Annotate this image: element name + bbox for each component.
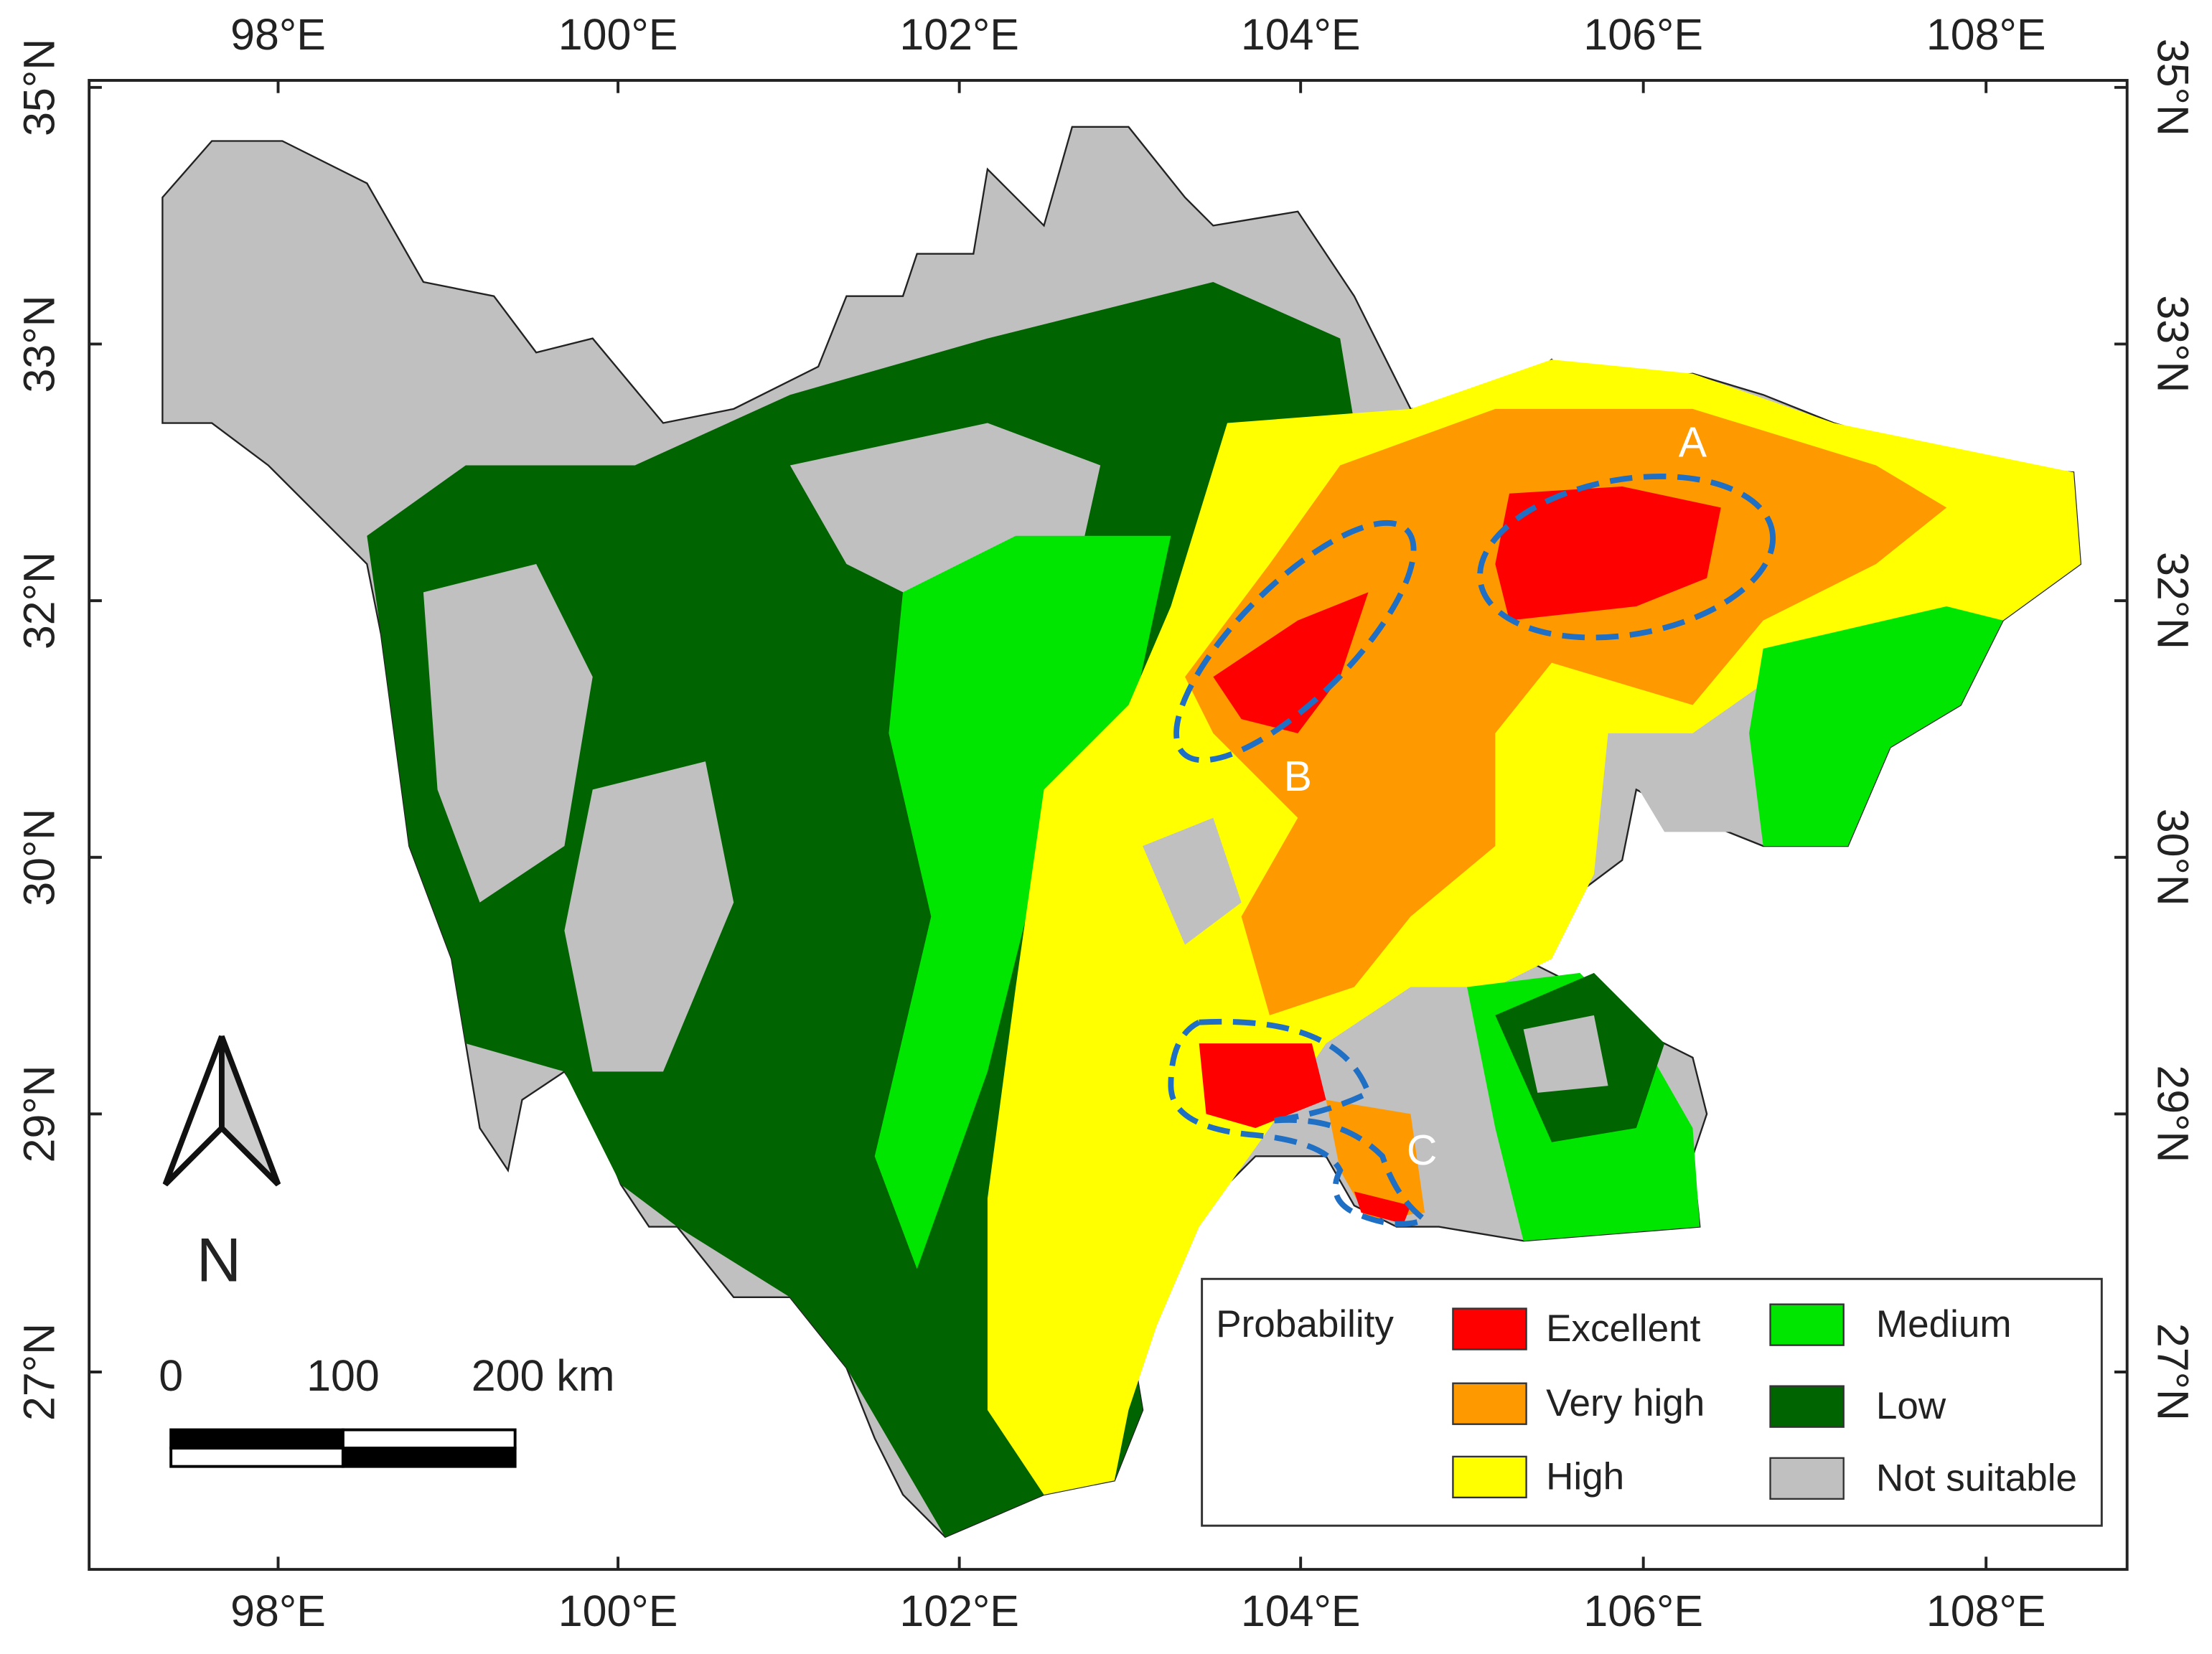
x-tick-label: 102°E: [899, 10, 1019, 59]
y-tick-label: 30°N: [14, 809, 63, 906]
region-excellent: [1354, 1191, 1411, 1224]
x-tick-label: 104°E: [1241, 1587, 1361, 1635]
highlight-areas: [1168, 473, 1776, 1227]
legend-swatch: [1769, 1385, 1845, 1428]
legend-swatch: [1452, 1455, 1527, 1499]
scale-segment: [341, 1447, 517, 1468]
area-label: B: [1284, 753, 1312, 800]
y-tick-label: 33°N: [14, 295, 63, 393]
y-tick-label: 27°N: [14, 1323, 63, 1421]
area-b-outline: [1173, 520, 1417, 763]
north-arrow-right: [218, 1035, 281, 1187]
x-tick-label: 100°E: [558, 10, 678, 59]
legend-label: Excellent: [1546, 1307, 1701, 1350]
region-medium: [874, 535, 1171, 1269]
north-label: N: [197, 1226, 241, 1294]
legend-title: Probability: [1216, 1303, 1394, 1345]
y-tick-label: 32°N: [2149, 552, 2198, 649]
north-arrow: [162, 1035, 281, 1187]
legend-box: [1201, 1277, 2103, 1527]
map-area: [161, 126, 2082, 1538]
scale-segment: [169, 1428, 345, 1450]
x-tick-label: 98°E: [230, 10, 326, 59]
scale-bar: 0 100 200 km: [159, 1351, 615, 1468]
x-tick-label: 106°E: [1583, 10, 1703, 59]
region-excellent: [1495, 486, 1721, 621]
y-tick-label: 27°N: [2149, 1323, 2198, 1421]
legend-label: Very high: [1546, 1382, 1705, 1424]
legend-label: High: [1546, 1455, 1624, 1498]
x-tick-label: 104°E: [1241, 10, 1361, 59]
y-tick-label: 35°N: [2149, 39, 2198, 136]
area-label: C: [1407, 1127, 1438, 1174]
x-tick-label: 106°E: [1583, 1587, 1703, 1635]
y-tick-label: 35°N: [14, 39, 63, 136]
scale-segment: [169, 1447, 345, 1468]
legend-swatch: [1769, 1457, 1845, 1500]
legend-swatch: [1452, 1382, 1527, 1425]
x-tick-label: 108°E: [1926, 1587, 2046, 1635]
scale-label: 0: [159, 1351, 183, 1400]
y-tick-label: 30°N: [2149, 809, 2198, 906]
region-not-suitable-patch: [1143, 817, 1242, 945]
y-tick-label: 29°N: [14, 1065, 63, 1162]
area-label: A: [1679, 420, 1707, 466]
legend-swatch: [1769, 1303, 1845, 1346]
y-tick-label: 32°N: [14, 552, 63, 649]
region-excellent: [1199, 1043, 1326, 1129]
legend-label: Low: [1876, 1385, 1946, 1427]
region-not-suitable-patch: [423, 564, 593, 903]
legend-label: Not suitable: [1876, 1457, 2077, 1499]
area-a-outline: [1477, 473, 1776, 641]
scale-label: 200 km: [472, 1351, 615, 1400]
scale-segment: [341, 1428, 517, 1450]
legend-swatch: [1452, 1307, 1527, 1350]
x-tick-label: 108°E: [1926, 10, 2046, 59]
legend: Probability Excellent Very high High Medium L…: [1201, 1277, 2103, 1527]
y-tick-label: 33°N: [2149, 295, 2198, 393]
map-frame: [88, 79, 2129, 1571]
region-not-suitable-patch: [564, 761, 734, 1072]
y-tick-label: 29°N: [2149, 1065, 2198, 1162]
x-tick-label: 102°E: [899, 1587, 1019, 1635]
legend-label: Medium: [1876, 1303, 2012, 1345]
region-not-suitable-patch: [1523, 1015, 1608, 1093]
x-tick-label: 98°E: [230, 1587, 326, 1635]
region-very-high: [1185, 408, 1947, 1015]
region-not-suitable-patch: [1622, 740, 1750, 832]
scale-label: 100: [306, 1351, 380, 1400]
region-excellent: [1213, 592, 1369, 733]
region-medium: [1749, 606, 2003, 847]
x-tick-label: 100°E: [558, 1587, 678, 1635]
